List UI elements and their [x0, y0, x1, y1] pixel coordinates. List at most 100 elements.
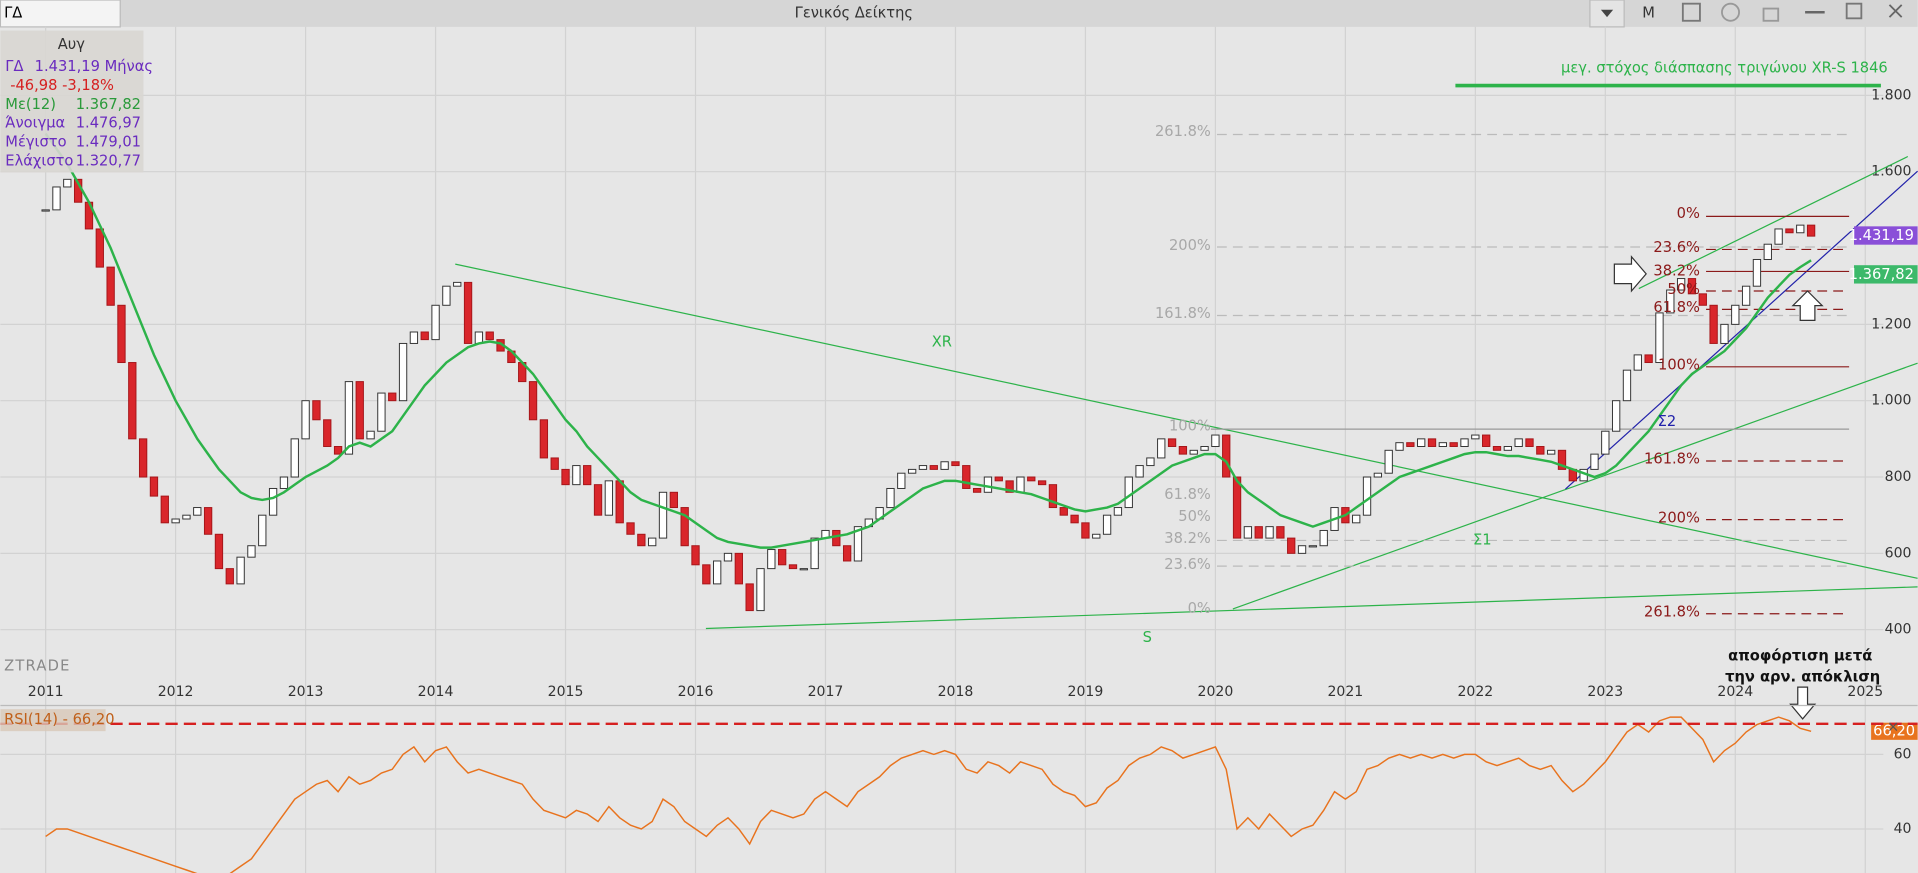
candle — [897, 472, 906, 489]
candle — [463, 281, 473, 344]
rsi-title: RSI(14) - 66,20 — [4, 711, 114, 728]
x-tick-label: 2024 — [1717, 684, 1753, 700]
x-tick-label: 2015 — [548, 684, 584, 700]
candle — [388, 392, 397, 402]
candle — [907, 468, 917, 474]
candle — [788, 564, 798, 570]
candle — [366, 430, 375, 440]
candle — [1752, 258, 1762, 287]
layout-icon[interactable] — [1681, 2, 1701, 22]
candle — [1070, 514, 1079, 524]
candle — [1384, 449, 1393, 474]
candle — [1287, 537, 1296, 554]
ma-price-label: 1.367,82 — [1849, 266, 1914, 283]
x-tick-label: 2013 — [288, 684, 324, 700]
candle — [1460, 438, 1469, 447]
candle — [1157, 438, 1166, 459]
candle — [528, 381, 538, 421]
drawings — [455, 83, 1918, 630]
candle — [312, 400, 321, 421]
candle — [604, 480, 614, 516]
info-label: Μέγιστο — [5, 134, 66, 151]
candle — [1427, 438, 1437, 447]
candle — [323, 419, 332, 447]
candle — [63, 178, 72, 188]
candle — [453, 281, 462, 287]
candle — [1774, 228, 1783, 245]
candle — [983, 476, 993, 493]
rsi-close[interactable]: × — [1887, 719, 1899, 736]
arrow-right — [1613, 255, 1647, 293]
brand: ZTRADE — [4, 657, 71, 674]
fib-right-label: 23.6% — [1653, 239, 1700, 256]
comment-icon[interactable] — [1721, 2, 1740, 22]
x-tick-label: 2011 — [28, 684, 64, 700]
candle — [572, 465, 581, 486]
y-tick-label: 1.200 — [1871, 316, 1911, 332]
info-value: 1.320,77 — [76, 152, 141, 169]
candle — [1352, 514, 1361, 524]
candle — [940, 461, 949, 470]
candle — [106, 266, 115, 306]
candle — [810, 537, 819, 570]
candle — [1796, 224, 1805, 234]
lock-icon[interactable] — [1762, 7, 1780, 22]
candle — [1611, 400, 1621, 432]
close-icon[interactable] — [1888, 4, 1903, 18]
fib-left-label: 0% — [1188, 600, 1211, 617]
candle — [333, 446, 343, 455]
candle — [1687, 278, 1697, 295]
arrow-down — [1789, 686, 1817, 720]
rsi-value-tag — [1871, 722, 1918, 740]
candle — [279, 476, 289, 489]
candle — [680, 507, 689, 547]
x-tick-label: 2018 — [938, 684, 974, 700]
restore-icon[interactable] — [1845, 2, 1863, 20]
candle — [1438, 442, 1448, 447]
candle — [1503, 446, 1512, 451]
fib-left-label: 38.2% — [1164, 530, 1211, 547]
y-tick-label: 1.800 — [1871, 87, 1911, 103]
candle — [853, 526, 863, 562]
candle — [1471, 434, 1480, 440]
candle — [41, 209, 50, 212]
label-xr: XR — [932, 333, 952, 350]
candle — [1243, 526, 1253, 539]
dropdown-arrow — [1600, 9, 1614, 18]
candle — [648, 537, 657, 547]
candle — [1092, 533, 1101, 539]
fib-left-label: 50% — [1178, 508, 1211, 525]
candle — [918, 465, 928, 470]
candle — [778, 549, 787, 566]
candle — [842, 545, 852, 562]
candle — [1763, 243, 1772, 260]
candle — [951, 461, 960, 467]
info-box — [0, 30, 144, 173]
candle — [1373, 472, 1383, 478]
info-label: Ελάχιστο — [5, 152, 73, 169]
candle — [344, 381, 354, 455]
symbol-tab[interactable] — [0, 0, 121, 28]
x-tick-label: 2021 — [1327, 684, 1363, 700]
candle — [734, 552, 743, 585]
candle — [398, 342, 408, 402]
fib-left-label: 23.6% — [1164, 556, 1211, 573]
fib-right-label: 0% — [1677, 205, 1700, 222]
candle — [1590, 453, 1599, 470]
x-tick-label: 2017 — [808, 684, 844, 700]
candle — [756, 568, 765, 612]
x-tick-label: 2012 — [158, 684, 194, 700]
candle — [1059, 507, 1068, 516]
candle — [723, 552, 733, 562]
overlay: μεγ. στόχος διάσπασης τριγώνου XR-S 1846… — [4, 59, 1888, 720]
fib-right-label: 100% — [1658, 357, 1700, 374]
candle — [95, 228, 104, 268]
candle — [745, 583, 754, 612]
mode-button[interactable]: M — [1642, 4, 1655, 21]
candle — [1731, 304, 1740, 325]
fib-right-label: 50% — [1667, 281, 1700, 298]
candle — [1547, 449, 1556, 455]
